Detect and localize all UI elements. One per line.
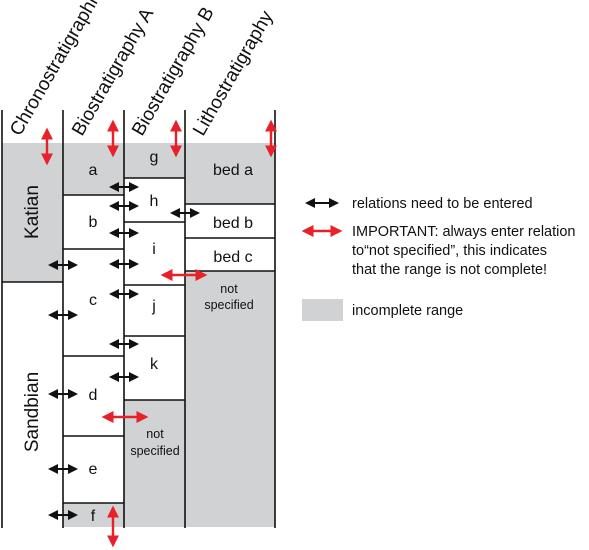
bioA-c: c: [89, 292, 97, 309]
bioA-a: a: [89, 162, 98, 179]
gray-litho-not-specified: [185, 271, 275, 527]
column-lines: [1, 110, 276, 528]
chrono-katian: Katian: [22, 185, 43, 239]
bioB-k: k: [150, 356, 159, 373]
legend-gray-swatch: [302, 299, 343, 321]
bioB-g: g: [150, 149, 159, 166]
gray-bioB-not-specified: [124, 400, 185, 527]
bioA-f: f: [91, 508, 96, 525]
litho-bed-a: bed a: [213, 162, 253, 179]
litho-not-label: not: [220, 282, 238, 296]
legend-black-arrow-label: relations need to be entered: [352, 196, 533, 212]
bioA-b: b: [89, 214, 98, 231]
bioA-e: e: [89, 461, 98, 478]
litho-bed-c: bed c: [213, 249, 252, 266]
bioA-d: d: [89, 387, 98, 404]
bioB-j: j: [151, 298, 156, 315]
bioB-i: i: [152, 241, 156, 258]
bioB-specified-label: specified: [130, 444, 179, 458]
legend-red-arrow-line1: IMPORTANT: always enter relation: [352, 224, 575, 240]
legend: relations need to be entered IMPORTANT: …: [301, 196, 575, 321]
legend-gray-label: incomplete range: [352, 303, 463, 319]
legend-red-arrow-line2: to“not specified”, this indicates: [352, 243, 547, 259]
litho-bed-b: bed b: [213, 215, 253, 232]
red-relation-arrows: [41, 119, 277, 548]
gray-bed-a: [185, 143, 275, 204]
litho-specified-label: specified: [204, 298, 253, 312]
chrono-sandbian: Sandbian: [22, 372, 43, 452]
bioB-h: h: [150, 193, 159, 210]
gray-katian: [2, 143, 63, 282]
black-relation-arrows: [48, 182, 200, 520]
bioB-not-label: not: [146, 427, 164, 441]
legend-red-arrow-line3: that the range is not complete!: [352, 262, 547, 278]
